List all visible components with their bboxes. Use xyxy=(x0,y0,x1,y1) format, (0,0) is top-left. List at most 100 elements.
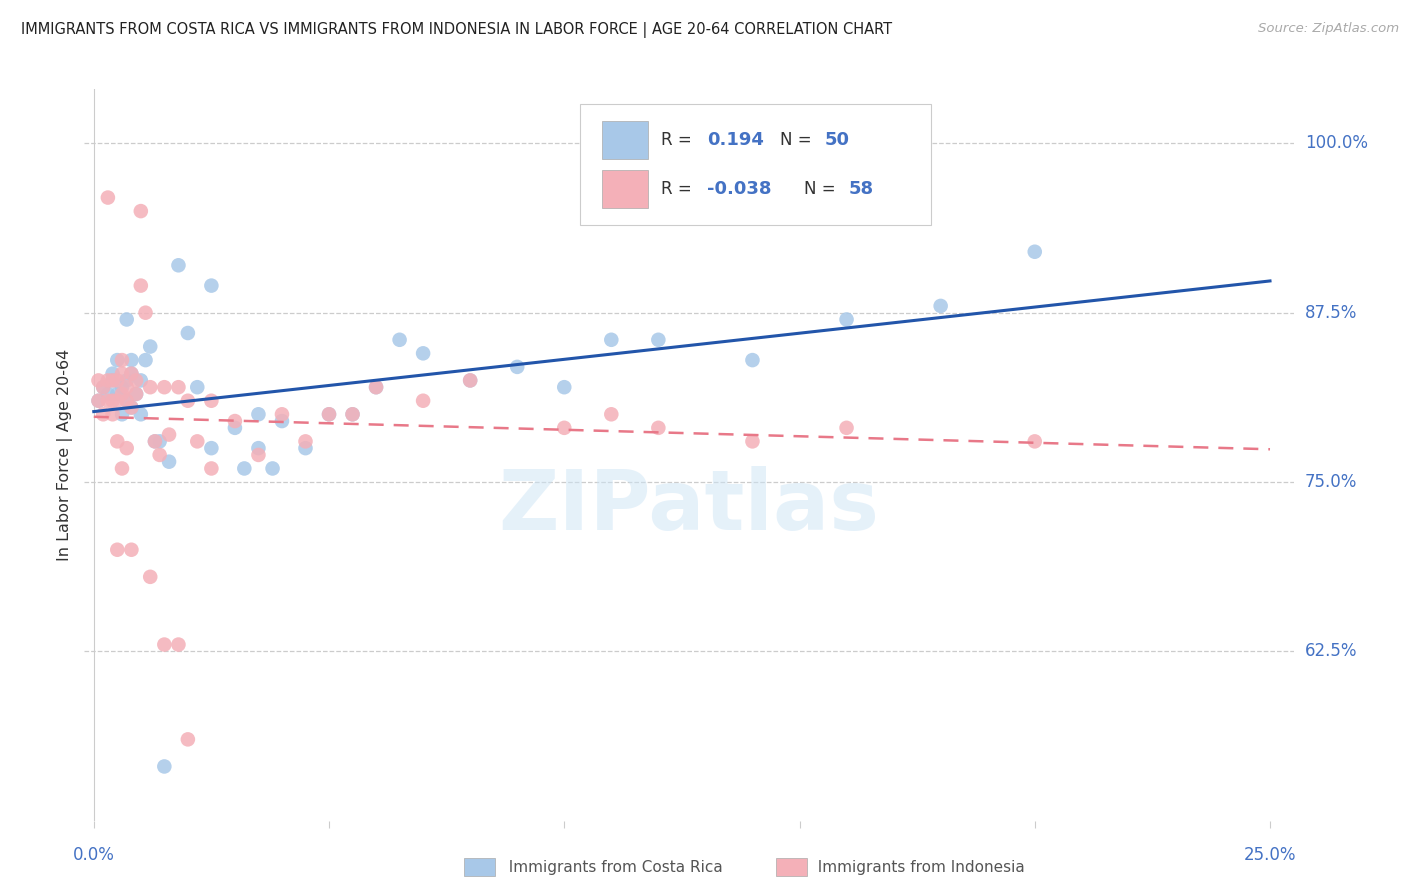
Point xyxy=(101,373,124,387)
Point xyxy=(553,380,575,394)
Point xyxy=(153,759,176,773)
Point xyxy=(120,367,142,381)
Point xyxy=(129,278,152,293)
Text: Immigrants from Indonesia: Immigrants from Indonesia xyxy=(808,860,1025,874)
Point xyxy=(929,299,952,313)
Text: 58: 58 xyxy=(849,179,873,198)
Point xyxy=(271,407,294,421)
Bar xyxy=(602,169,648,208)
Point xyxy=(101,373,124,387)
Point xyxy=(600,407,623,421)
Point xyxy=(157,427,180,442)
Point xyxy=(247,441,270,455)
Text: ZIPatlas: ZIPatlas xyxy=(499,466,879,547)
Point xyxy=(125,387,148,401)
Point xyxy=(97,393,120,408)
Point xyxy=(111,461,134,475)
Point xyxy=(111,407,134,421)
Point xyxy=(101,367,124,381)
Point xyxy=(125,373,148,387)
Point xyxy=(101,407,124,421)
Point xyxy=(318,407,340,421)
Point xyxy=(105,434,128,449)
Point xyxy=(647,421,669,435)
Text: R =: R = xyxy=(661,179,697,198)
Point xyxy=(139,340,162,354)
Point xyxy=(167,258,190,272)
Point xyxy=(318,407,340,421)
Point xyxy=(91,380,114,394)
Text: N =: N = xyxy=(804,179,841,198)
Point xyxy=(412,346,434,360)
Point xyxy=(647,333,669,347)
Point xyxy=(271,414,294,428)
Point xyxy=(105,542,128,557)
Point xyxy=(342,407,364,421)
Point xyxy=(458,373,481,387)
Point xyxy=(835,421,858,435)
Point xyxy=(139,380,162,394)
Point xyxy=(506,359,529,374)
Point xyxy=(177,732,200,747)
Point xyxy=(87,393,110,408)
Point xyxy=(87,373,110,387)
Point xyxy=(105,353,128,368)
Point xyxy=(741,434,763,449)
Point xyxy=(458,373,481,387)
Point xyxy=(388,333,411,347)
Point xyxy=(97,373,120,387)
Point xyxy=(135,306,157,320)
Point xyxy=(167,380,190,394)
Point xyxy=(105,393,128,408)
Point xyxy=(177,326,200,340)
Point xyxy=(111,367,134,381)
Text: 100.0%: 100.0% xyxy=(1305,135,1368,153)
Point xyxy=(97,190,120,204)
Point xyxy=(342,407,364,421)
Point xyxy=(200,461,222,475)
FancyBboxPatch shape xyxy=(581,103,931,225)
Point xyxy=(139,570,162,584)
Point xyxy=(364,380,387,394)
Point xyxy=(125,387,148,401)
Point xyxy=(294,441,316,455)
Text: R =: R = xyxy=(661,130,697,149)
Point xyxy=(120,353,142,368)
Point xyxy=(224,421,246,435)
Point xyxy=(129,407,152,421)
Point xyxy=(364,380,387,394)
Text: 87.5%: 87.5% xyxy=(1305,303,1357,322)
Point xyxy=(129,204,152,219)
Point xyxy=(120,542,142,557)
Point xyxy=(111,353,134,368)
Point xyxy=(200,278,222,293)
Point xyxy=(120,367,142,381)
Point xyxy=(105,387,128,401)
Point xyxy=(1024,434,1046,449)
Point xyxy=(135,353,157,368)
Point xyxy=(1024,244,1046,259)
Point xyxy=(120,401,142,415)
Point xyxy=(200,441,222,455)
Text: Source: ZipAtlas.com: Source: ZipAtlas.com xyxy=(1258,22,1399,36)
Point xyxy=(115,393,138,408)
Point xyxy=(200,393,222,408)
Point xyxy=(186,434,208,449)
Text: 0.0%: 0.0% xyxy=(73,846,115,863)
Y-axis label: In Labor Force | Age 20-64: In Labor Force | Age 20-64 xyxy=(58,349,73,561)
Point xyxy=(233,461,256,475)
Text: 25.0%: 25.0% xyxy=(1244,846,1296,863)
Point xyxy=(120,401,142,415)
Point xyxy=(224,414,246,428)
Point xyxy=(97,387,120,401)
Point xyxy=(115,373,138,387)
Point xyxy=(91,407,114,421)
Point xyxy=(741,353,763,368)
Point xyxy=(600,333,623,347)
Point xyxy=(115,441,138,455)
Point xyxy=(294,434,316,449)
Point xyxy=(129,373,152,387)
Bar xyxy=(602,120,648,159)
Text: 62.5%: 62.5% xyxy=(1305,642,1357,660)
Point xyxy=(101,393,124,408)
